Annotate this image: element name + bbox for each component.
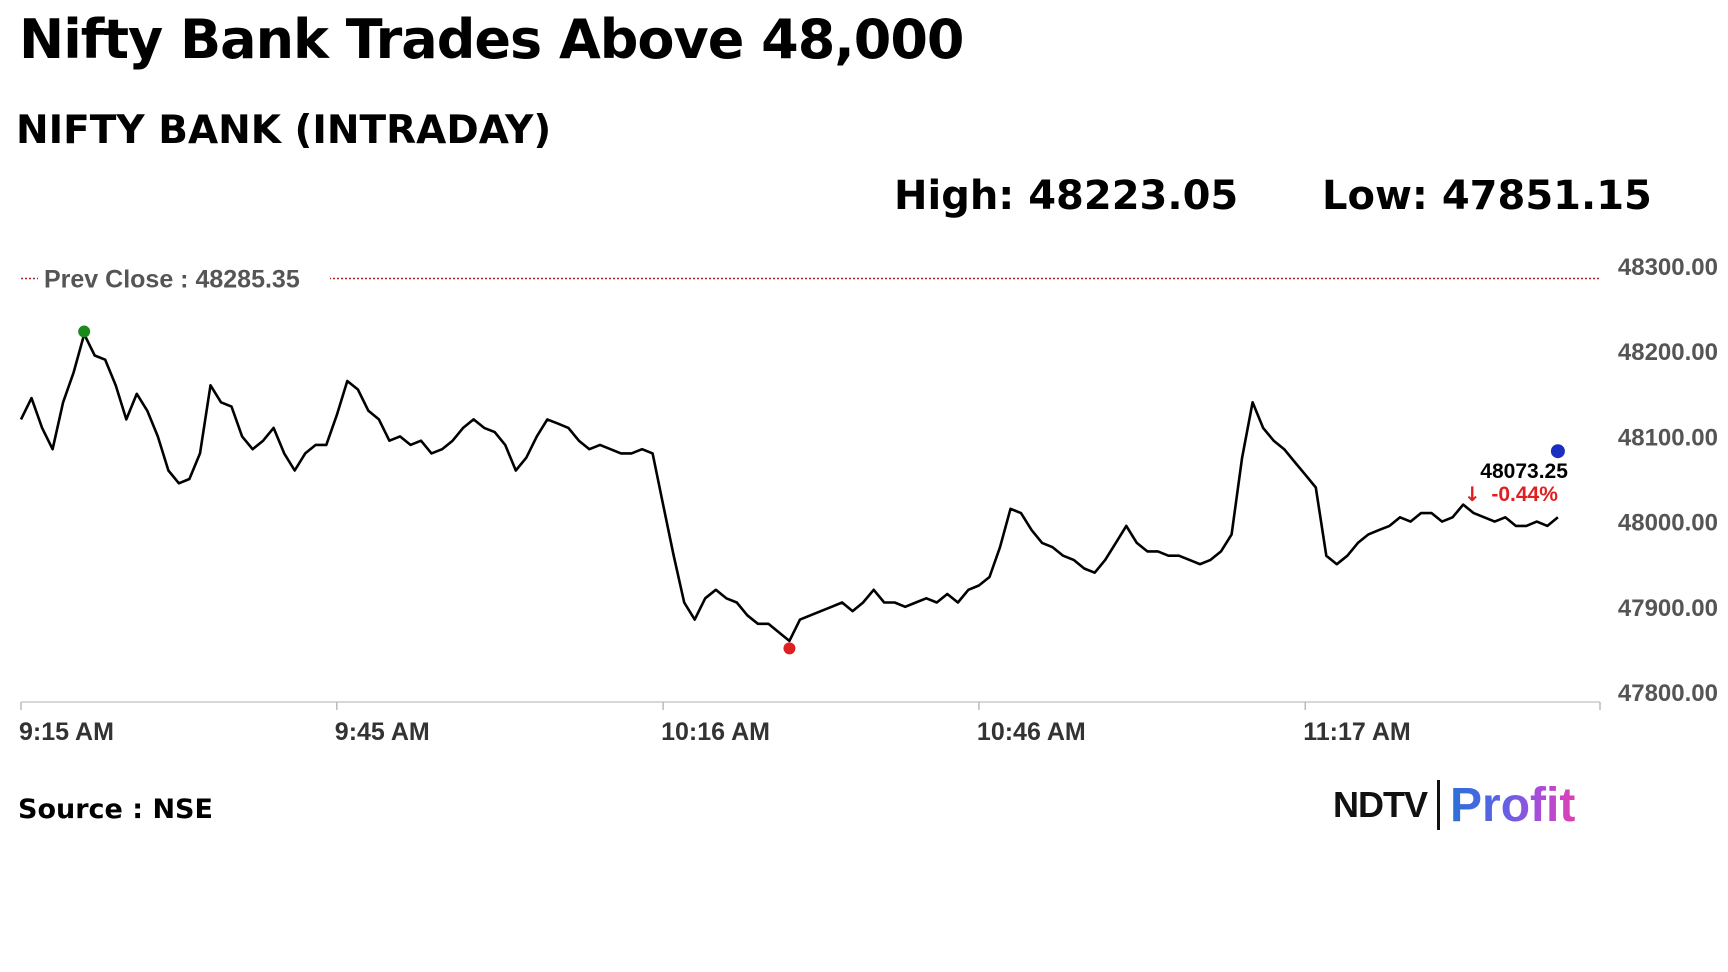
ndtv-wordmark: NDTV [1333, 784, 1428, 825]
last-value-label: 48073.25 [1480, 460, 1568, 483]
low-value: Low: 47851.15 [1322, 173, 1652, 219]
x-tick-label: 10:16 AM [661, 718, 770, 746]
x-tick-label: 11:17 AM [1303, 718, 1410, 746]
x-tick-label: 10:46 AM [977, 718, 1086, 746]
last-value-marker [1550, 444, 1565, 459]
last-change: ↓ -0.44% [1464, 482, 1558, 506]
y-tick-label: 47900.00 [1618, 595, 1718, 622]
x-axis: 9:15 AM 9:45 AM 10:16 AM 10:46 AM 11:17 AM [19, 701, 1601, 746]
x-tick-label: 9:15 AM [19, 718, 114, 746]
high-value: High: 48223.05 [894, 173, 1239, 219]
prev-close-label: Prev Close : 48285.35 [44, 265, 300, 293]
low-marker [783, 642, 796, 655]
x-tick-label: 9:45 AM [335, 718, 430, 746]
prev-close-label-bg [38, 264, 330, 293]
y-tick-label: 48300.00 [1618, 254, 1718, 281]
profit-wordmark: Profit [1450, 778, 1576, 832]
y-tick-label: 47800.00 [1618, 680, 1718, 707]
y-tick-label: 48000.00 [1618, 510, 1718, 537]
down-arrow-icon: ↓ [1464, 482, 1481, 506]
change-percent-label: -0.44% [1491, 483, 1558, 506]
headline: Nifty Bank Trades Above 48,000 [19, 8, 965, 71]
high-marker [78, 325, 91, 338]
ndtv-profit-logo: NDTV Profit [1333, 777, 1575, 833]
source-note: Source : NSE [18, 794, 213, 825]
logo-divider [1437, 780, 1440, 830]
y-tick-label: 48200.00 [1618, 339, 1718, 366]
chart-subtitle: NIFTY BANK (INTRADAY) [16, 108, 552, 153]
y-axis: 48300.00 48200.00 48100.00 48000.00 47900.00… [1618, 254, 1718, 707]
series-line [19, 332, 1559, 643]
intraday-line-chart: 48300.00 48200.00 48100.00 48000.00 47900.00… [19, 254, 1718, 746]
y-tick-label: 48100.00 [1618, 424, 1718, 451]
